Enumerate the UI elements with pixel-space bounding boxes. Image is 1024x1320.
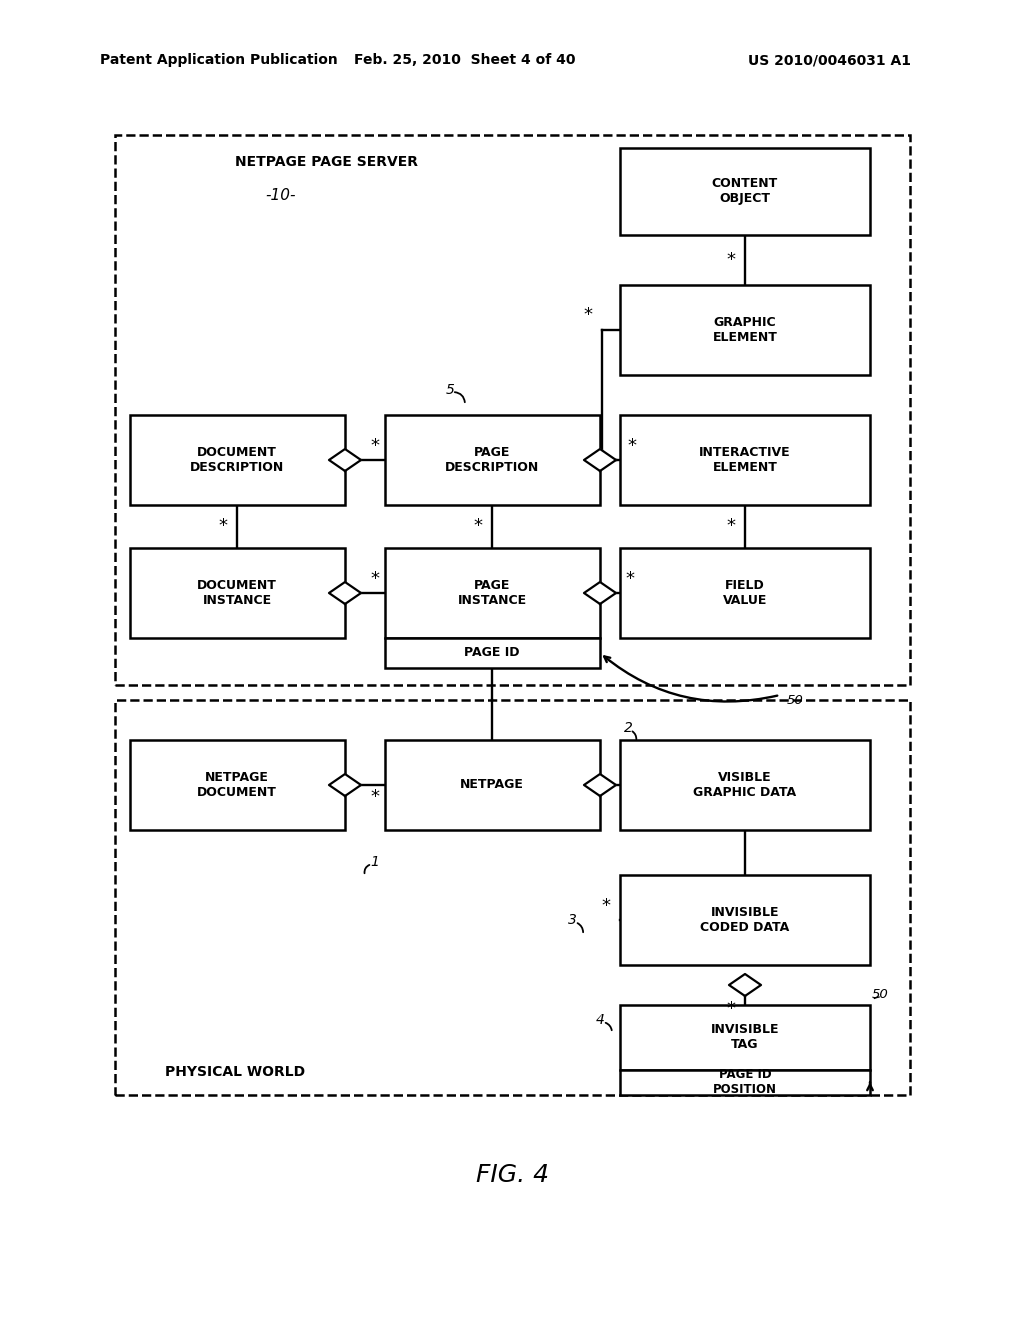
Polygon shape xyxy=(584,582,616,605)
Text: *: * xyxy=(218,517,227,535)
Text: *: * xyxy=(726,1001,735,1018)
Text: NETPAGE PAGE SERVER: NETPAGE PAGE SERVER xyxy=(234,154,418,169)
Text: NETPAGE: NETPAGE xyxy=(460,779,524,792)
Bar xyxy=(115,700,910,1096)
Text: INTERACTIVE
ELEMENT: INTERACTIVE ELEMENT xyxy=(699,446,791,474)
Text: CONTENT
OBJECT: CONTENT OBJECT xyxy=(712,177,778,205)
Text: *: * xyxy=(601,898,610,915)
Text: 50: 50 xyxy=(786,693,804,706)
Text: GRAPHIC
ELEMENT: GRAPHIC ELEMENT xyxy=(713,315,777,345)
Text: *: * xyxy=(626,570,635,587)
Text: Patent Application Publication: Patent Application Publication xyxy=(100,53,338,67)
Polygon shape xyxy=(329,582,361,605)
Bar xyxy=(620,148,870,235)
Text: *: * xyxy=(473,517,482,535)
Text: -10-: -10- xyxy=(265,187,296,202)
Text: *: * xyxy=(628,437,637,455)
Bar xyxy=(385,638,600,668)
Text: 3: 3 xyxy=(567,913,577,927)
Polygon shape xyxy=(729,974,761,997)
Text: INVISIBLE
CODED DATA: INVISIBLE CODED DATA xyxy=(700,906,790,935)
Text: *: * xyxy=(726,517,735,535)
Bar xyxy=(385,414,600,506)
Polygon shape xyxy=(329,774,361,796)
Bar xyxy=(620,1005,870,1071)
Bar xyxy=(130,414,345,506)
Text: DOCUMENT
INSTANCE: DOCUMENT INSTANCE xyxy=(197,579,276,607)
Text: US 2010/0046031 A1: US 2010/0046031 A1 xyxy=(749,53,911,67)
Polygon shape xyxy=(584,774,616,796)
Bar xyxy=(385,741,600,830)
Text: *: * xyxy=(584,306,593,323)
Text: PAGE
INSTANCE: PAGE INSTANCE xyxy=(458,579,526,607)
Text: 50: 50 xyxy=(871,989,889,1002)
Text: *: * xyxy=(726,251,735,269)
Bar xyxy=(620,414,870,506)
Text: 2: 2 xyxy=(624,721,633,735)
Text: NETPAGE
DOCUMENT: NETPAGE DOCUMENT xyxy=(197,771,276,799)
Text: 4: 4 xyxy=(596,1012,604,1027)
Polygon shape xyxy=(584,449,616,471)
Text: INVISIBLE
TAG: INVISIBLE TAG xyxy=(711,1023,779,1051)
Text: *: * xyxy=(371,788,380,807)
Text: PAGE ID
POSITION: PAGE ID POSITION xyxy=(713,1068,777,1096)
Bar xyxy=(620,1071,870,1096)
Bar xyxy=(620,741,870,830)
Polygon shape xyxy=(329,449,361,471)
Bar xyxy=(130,548,345,638)
Text: FIG. 4: FIG. 4 xyxy=(475,1163,549,1187)
Text: PAGE
DESCRIPTION: PAGE DESCRIPTION xyxy=(444,446,539,474)
Text: 5: 5 xyxy=(445,383,455,397)
Text: FIELD
VALUE: FIELD VALUE xyxy=(723,579,767,607)
Text: VISIBLE
GRAPHIC DATA: VISIBLE GRAPHIC DATA xyxy=(693,771,797,799)
Text: PHYSICAL WORLD: PHYSICAL WORLD xyxy=(165,1065,305,1078)
Text: *: * xyxy=(371,437,380,455)
Text: Feb. 25, 2010  Sheet 4 of 40: Feb. 25, 2010 Sheet 4 of 40 xyxy=(354,53,575,67)
Bar xyxy=(115,135,910,685)
Bar xyxy=(620,285,870,375)
Text: 1: 1 xyxy=(371,855,380,869)
Bar xyxy=(620,548,870,638)
Bar xyxy=(130,741,345,830)
Text: PAGE ID: PAGE ID xyxy=(464,647,520,660)
Text: DOCUMENT
DESCRIPTION: DOCUMENT DESCRIPTION xyxy=(189,446,284,474)
Text: *: * xyxy=(371,570,380,587)
Bar xyxy=(620,875,870,965)
Bar xyxy=(385,548,600,638)
